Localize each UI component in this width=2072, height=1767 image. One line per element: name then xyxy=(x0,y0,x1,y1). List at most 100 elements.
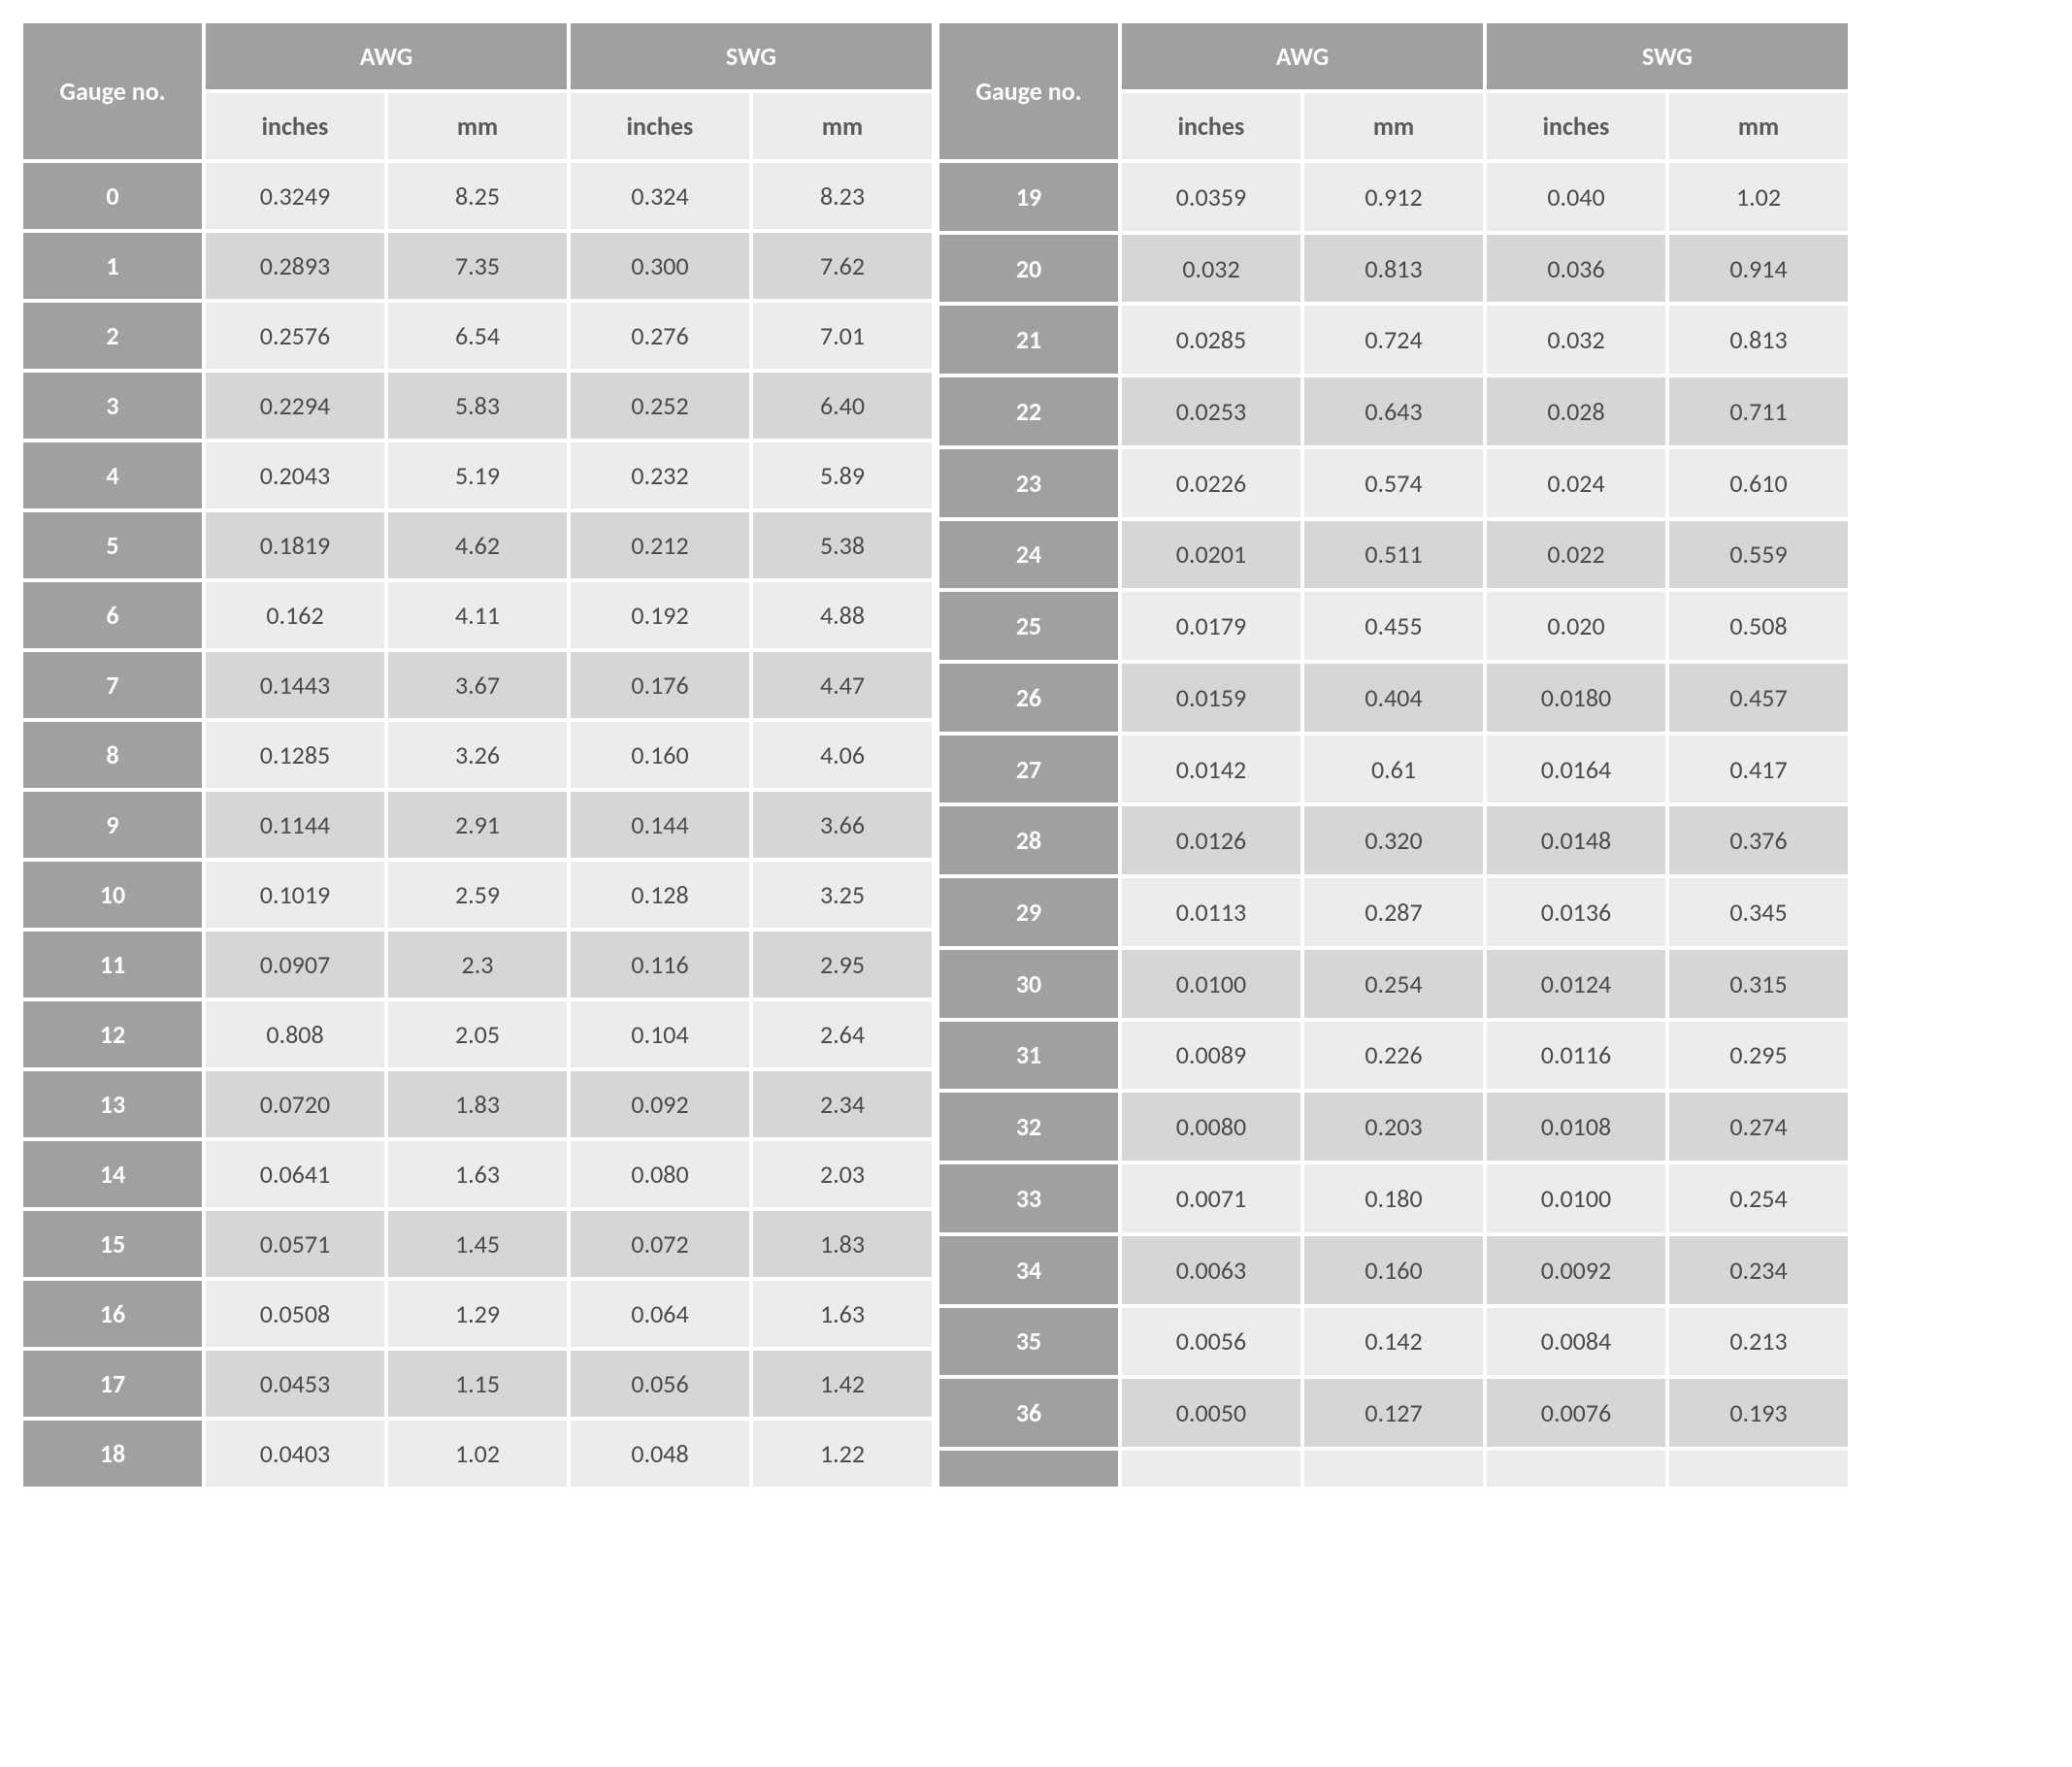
data-cell: 7.35 xyxy=(388,233,567,299)
table-row: 50.18194.620.2125.38 xyxy=(23,512,932,578)
data-cell: 0.193 xyxy=(1669,1379,1848,1447)
data-cell: 0.1819 xyxy=(206,512,384,578)
table-row: 300.01000.2540.01240.315 xyxy=(939,950,1848,1018)
gauge-cell: 23 xyxy=(939,449,1118,517)
data-cell: 2.64 xyxy=(753,1001,932,1067)
data-cell: 0.2294 xyxy=(206,373,384,439)
data-cell: 0.404 xyxy=(1304,664,1483,732)
col-subheader-swg-inches: inches xyxy=(1487,93,1665,159)
data-cell: 0.808 xyxy=(206,1001,384,1067)
data-cell: 0.254 xyxy=(1669,1164,1848,1232)
data-cell: 3.66 xyxy=(753,792,932,858)
data-cell: 0.032 xyxy=(1487,306,1665,374)
data-cell: 4.62 xyxy=(388,512,567,578)
data-cell: 0.040 xyxy=(1487,163,1665,231)
data-cell: 0.455 xyxy=(1304,592,1483,660)
data-cell: 0.0571 xyxy=(206,1211,384,1277)
data-cell: 1.22 xyxy=(753,1421,932,1487)
gauge-cell: 5 xyxy=(23,512,202,578)
data-cell: 4.47 xyxy=(753,652,932,718)
table-row: 130.07201.830.0922.34 xyxy=(23,1071,932,1137)
table-row: 200.0320.8130.0360.914 xyxy=(939,235,1848,303)
data-cell: 0.0108 xyxy=(1487,1093,1665,1161)
data-cell: 0.0116 xyxy=(1487,1022,1665,1090)
data-cell: 0.252 xyxy=(571,373,749,439)
data-cell: 4.06 xyxy=(753,722,932,788)
data-cell: 2.3 xyxy=(388,932,567,998)
gauge-cell: 19 xyxy=(939,163,1118,231)
gauge-cell: 7 xyxy=(23,652,202,718)
data-cell: 0.511 xyxy=(1304,521,1483,589)
table-row: 100.10192.590.1283.25 xyxy=(23,862,932,928)
data-cell: 0.232 xyxy=(571,442,749,508)
data-cell: 0.127 xyxy=(1304,1379,1483,1447)
col-header-swg: SWG xyxy=(1487,23,1848,89)
data-cell: 0.0071 xyxy=(1122,1164,1300,1232)
data-cell: 0.376 xyxy=(1669,806,1848,874)
gauge-cell: 20 xyxy=(939,235,1118,303)
data-cell: 0.3249 xyxy=(206,163,384,229)
data-cell: 0.315 xyxy=(1669,950,1848,1018)
data-cell: 6.40 xyxy=(753,373,932,439)
data-cell: 0.1144 xyxy=(206,792,384,858)
data-cell: 0.295 xyxy=(1669,1022,1848,1090)
gauge-cell: 17 xyxy=(23,1351,202,1417)
gauge-cell: 9 xyxy=(23,792,202,858)
data-cell: 0.0253 xyxy=(1122,377,1300,445)
col-subheader-awg-mm: mm xyxy=(1304,93,1483,159)
data-cell: 0.643 xyxy=(1304,377,1483,445)
data-cell xyxy=(1669,1451,1848,1487)
data-cell: 1.15 xyxy=(388,1351,567,1417)
data-cell: 0.813 xyxy=(1304,235,1483,303)
col-subheader-awg-inches: inches xyxy=(1122,93,1300,159)
data-cell: 0.0063 xyxy=(1122,1236,1300,1304)
col-header-swg: SWG xyxy=(571,23,932,89)
data-cell: 0.0285 xyxy=(1122,306,1300,374)
table-row: 220.02530.6430.0280.711 xyxy=(939,377,1848,445)
col-subheader-awg-mm: mm xyxy=(388,93,567,159)
table-row: 310.00890.2260.01160.295 xyxy=(939,1022,1848,1090)
data-cell: 0.0180 xyxy=(1487,664,1665,732)
data-cell: 0.160 xyxy=(571,722,749,788)
data-cell: 0.0080 xyxy=(1122,1093,1300,1161)
data-cell: 0.0148 xyxy=(1487,806,1665,874)
data-cell: 0.028 xyxy=(1487,377,1665,445)
data-cell xyxy=(1304,1451,1483,1487)
gauge-cell: 24 xyxy=(939,521,1118,589)
data-cell: 2.05 xyxy=(388,1001,567,1067)
data-cell: 0.036 xyxy=(1487,235,1665,303)
data-cell: 1.02 xyxy=(1669,163,1848,231)
data-cell: 0.276 xyxy=(571,303,749,369)
data-cell: 0.0056 xyxy=(1122,1308,1300,1376)
table-row: 270.01420.610.01640.417 xyxy=(939,736,1848,803)
gauge-cell: 32 xyxy=(939,1093,1118,1161)
data-cell: 0.0720 xyxy=(206,1071,384,1137)
data-cell: 0.072 xyxy=(571,1211,749,1277)
data-cell: 0.0201 xyxy=(1122,521,1300,589)
data-cell: 0.160 xyxy=(1304,1236,1483,1304)
data-cell: 0.300 xyxy=(571,233,749,299)
gauge-cell: 11 xyxy=(23,932,202,998)
table-row: 240.02010.5110.0220.559 xyxy=(939,521,1848,589)
data-cell: 0.022 xyxy=(1487,521,1665,589)
table-row: 80.12853.260.1604.06 xyxy=(23,722,932,788)
data-cell: 1.83 xyxy=(753,1211,932,1277)
data-cell: 0.032 xyxy=(1122,235,1300,303)
data-cell: 0.2893 xyxy=(206,233,384,299)
data-cell: 1.45 xyxy=(388,1211,567,1277)
gauge-cell: 8 xyxy=(23,722,202,788)
gauge-cell: 0 xyxy=(23,163,202,229)
data-cell: 3.25 xyxy=(753,862,932,928)
data-cell: 0.024 xyxy=(1487,449,1665,517)
gauge-cell: 36 xyxy=(939,1379,1118,1447)
data-cell xyxy=(1122,1451,1300,1487)
data-cell: 1.63 xyxy=(753,1281,932,1347)
gauge-cell: 27 xyxy=(939,736,1118,803)
gauge-cell: 29 xyxy=(939,878,1118,946)
data-cell: 0.711 xyxy=(1669,377,1848,445)
data-cell: 4.11 xyxy=(388,582,567,648)
table-row: 140.06411.630.0802.03 xyxy=(23,1141,932,1207)
data-cell: 2.91 xyxy=(388,792,567,858)
data-cell: 0.0124 xyxy=(1487,950,1665,1018)
gauge-table-right: Gauge no. AWG SWG inches mm inches mm 19… xyxy=(936,19,1852,1490)
